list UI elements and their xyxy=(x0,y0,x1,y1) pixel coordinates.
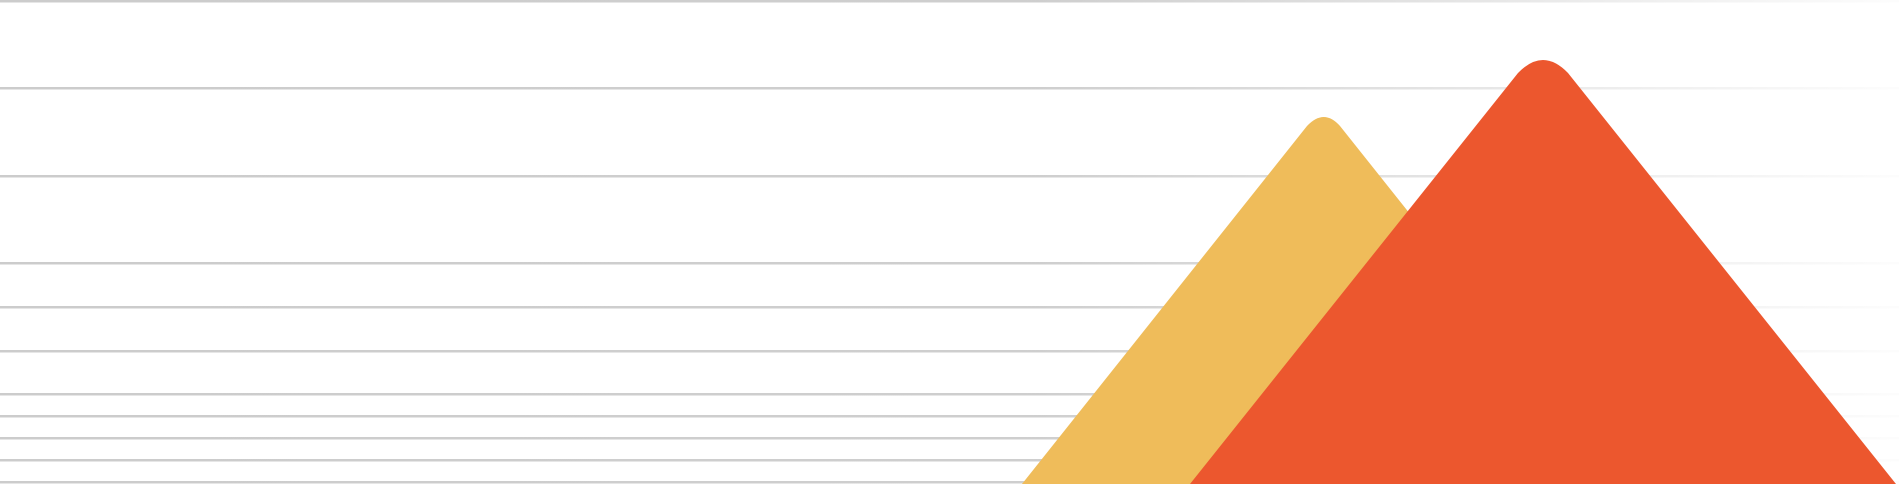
horizontal-line xyxy=(0,459,1899,462)
horizontal-line xyxy=(0,0,1899,3)
horizontal-line xyxy=(0,393,1899,396)
horizontal-line xyxy=(0,350,1899,353)
orange-triangle-shape xyxy=(1190,60,1896,484)
horizontal-line xyxy=(0,262,1899,265)
horizontal-line xyxy=(0,306,1899,309)
horizontal-line xyxy=(0,437,1899,440)
horizontal-line xyxy=(0,175,1899,178)
horizontal-line xyxy=(0,481,1899,484)
horizontal-line xyxy=(0,87,1899,90)
horizontal-line xyxy=(0,415,1899,418)
